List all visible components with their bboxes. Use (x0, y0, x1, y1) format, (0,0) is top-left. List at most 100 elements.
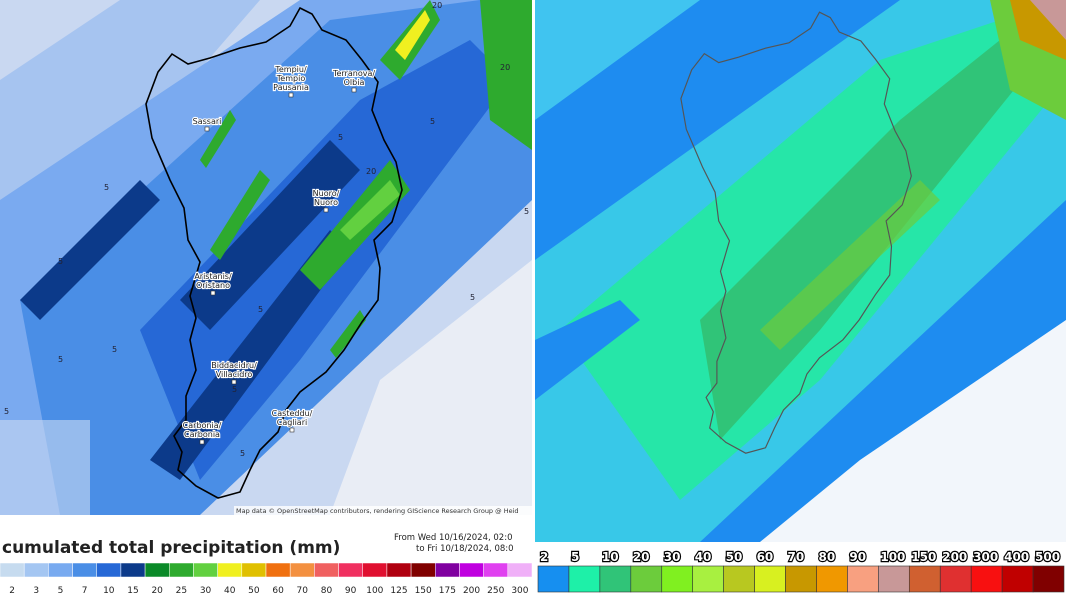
legend-label: 3 (33, 586, 39, 596)
period-end: to Fri 10/18/2024, 08:0 (416, 544, 514, 554)
legend-label: 90 (345, 586, 357, 596)
legend-swatch (0, 562, 25, 578)
contour-label: 5 (58, 257, 63, 266)
legend-swatch (723, 565, 755, 593)
legend-swatch (630, 565, 663, 593)
legend-swatch (908, 565, 941, 593)
legend-label: 90 (849, 550, 866, 564)
contour-label: 5 (104, 183, 109, 192)
legend-label: 5 (58, 586, 64, 596)
legend-label: 500 (1035, 550, 1060, 564)
contour-label: 5 (4, 407, 9, 416)
city-label: Oristano (196, 281, 230, 290)
contour-label: 5 (258, 305, 263, 314)
legend-label: 80 (818, 550, 835, 564)
city-marker (351, 87, 357, 93)
legend-swatch (568, 565, 601, 593)
city-label: Villacidro (216, 370, 253, 379)
city-label: Biddacidru/ (211, 361, 257, 370)
legend-label: 25 (176, 586, 187, 596)
city-label: Pausania (273, 83, 309, 92)
legend-swatch (661, 565, 694, 593)
city-label: Tempio (276, 74, 306, 83)
legend-label: 20 (633, 550, 650, 564)
city-marker (288, 92, 294, 98)
legend-label: 200 (463, 586, 480, 596)
legend-swatch (939, 565, 972, 593)
legend-label: 7 (82, 586, 88, 596)
legend-swatch (1032, 565, 1065, 593)
city-marker (199, 439, 205, 445)
legend-label: 10 (602, 550, 619, 564)
legend-label: 20 (151, 586, 163, 596)
legend-swatch (362, 562, 388, 578)
legend-swatch (410, 562, 436, 578)
contour-label: 20 (366, 167, 376, 176)
legend-swatch (816, 565, 848, 593)
legend-swatch (265, 562, 291, 578)
city-marker (323, 207, 329, 213)
legend-label: 125 (390, 586, 407, 596)
legend-swatch (754, 565, 786, 593)
attribution: Map data © OpenStreetMap contributors, r… (236, 507, 519, 515)
legend-label: 100 (880, 550, 905, 564)
legend-swatch (435, 562, 460, 578)
legend-label: 80 (321, 586, 333, 596)
legend-swatch (169, 562, 194, 578)
legend-swatch (289, 562, 315, 578)
city-label: Olbia (344, 78, 365, 87)
legend-swatch (599, 565, 632, 593)
city-label: Nuoro (314, 198, 338, 207)
contour-label: 20 (432, 1, 442, 10)
contour-label: 20 (500, 63, 510, 72)
city-marker (204, 126, 210, 132)
legend-title: cumulated total precipitation (mm) (2, 538, 340, 558)
legend-swatch (459, 562, 484, 578)
legend-label: 50 (726, 550, 743, 564)
legend-swatch (314, 562, 339, 578)
legend-swatch (785, 565, 817, 593)
city-marker (210, 290, 216, 296)
legend-label: 10 (103, 586, 115, 596)
city-label: Casteddu/ (272, 409, 313, 418)
legend-label: 60 (757, 550, 774, 564)
contour-label: 5 (112, 345, 117, 354)
legend-swatch (338, 562, 363, 578)
legend-swatch (1001, 565, 1034, 593)
city-label: Sassari (193, 117, 222, 126)
legend-swatch (847, 565, 879, 593)
contour-label: 5 (524, 207, 529, 216)
legend-label: 30 (664, 550, 681, 564)
contour-label: 5 (338, 133, 343, 142)
legend-swatch (72, 562, 97, 578)
legend-swatch (96, 562, 122, 578)
legend-swatch (970, 565, 1003, 593)
legend-label: 150 (415, 586, 432, 596)
legend-label: 400 (1004, 550, 1029, 564)
legend-label: 150 (911, 550, 936, 564)
legend-swatch (692, 565, 724, 593)
legend-label: 40 (695, 550, 712, 564)
city-label: Carbonia/ (183, 421, 222, 430)
legend-label: 5 (571, 550, 579, 564)
city-label: Carbonia (184, 430, 220, 439)
left-map (0, 0, 532, 515)
legend-swatch (241, 562, 267, 578)
contour-label: 5 (58, 355, 63, 364)
city-label: Tempiu/ (274, 65, 307, 74)
legend-label: 175 (439, 586, 456, 596)
legend-swatch (217, 562, 243, 578)
legend-label: 250 (487, 586, 504, 596)
legend-swatch (537, 565, 570, 593)
legend-swatch (144, 562, 170, 578)
legend-swatch (193, 562, 218, 578)
legend-label: 50 (248, 586, 260, 596)
legend-label: 30 (200, 586, 212, 596)
contour-label: 5 (430, 117, 435, 126)
contour-label: 5 (232, 385, 237, 394)
legend-label: 15 (127, 586, 138, 596)
legend-swatch (48, 562, 73, 578)
city-marker (289, 427, 295, 433)
legend-swatch (483, 562, 509, 578)
